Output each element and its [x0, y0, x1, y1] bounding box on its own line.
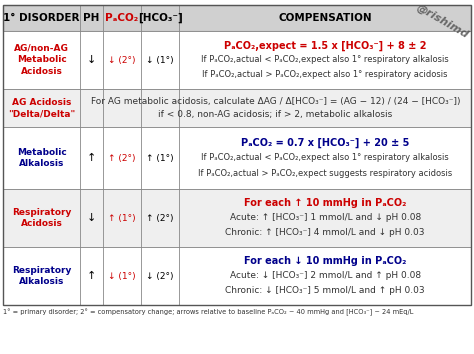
Bar [3, 5, 471, 305]
Text: For each ↓ 10 mmHg in PₐCO₂: For each ↓ 10 mmHg in PₐCO₂ [244, 257, 406, 267]
Text: ↓ (1°): ↓ (1°) [108, 272, 136, 280]
Text: If PₐCO₂,actual > PₐCO₂,expect also 1° respiratory acidosis: If PₐCO₂,actual > PₐCO₂,expect also 1° r… [202, 70, 448, 79]
Text: ↑: ↑ [87, 271, 96, 281]
Text: AG Acidosis
"Delta/Delta": AG Acidosis "Delta/Delta" [8, 98, 75, 118]
Text: ↑ (1°): ↑ (1°) [108, 213, 136, 223]
Text: Respiratory
Alkalosis: Respiratory Alkalosis [12, 266, 71, 286]
Text: Chronic: ↑ [HCO₃⁻] 4 mmol/L and ↓ pH 0.03: Chronic: ↑ [HCO₃⁻] 4 mmol/L and ↓ pH 0.0… [226, 228, 425, 237]
Bar [3, 127, 471, 189]
Text: Chronic: ↓ [HCO₃⁻] 5 mmol/L and ↑ pH 0.03: Chronic: ↓ [HCO₃⁻] 5 mmol/L and ↑ pH 0.0… [226, 286, 425, 295]
Text: ↓: ↓ [87, 55, 96, 65]
Text: ↑ (2°): ↑ (2°) [108, 154, 136, 162]
Text: if < 0.8, non-AG acidosis; if > 2, metabolic alkalosis: if < 0.8, non-AG acidosis; if > 2, metab… [158, 110, 393, 119]
Text: Acute: ↑ [HCO₃⁻] 1 mmol/L and ↓ pH 0.08: Acute: ↑ [HCO₃⁻] 1 mmol/L and ↓ pH 0.08 [229, 213, 421, 223]
Text: 1° DISORDER: 1° DISORDER [3, 13, 80, 23]
Bar [3, 31, 471, 89]
Text: PₐCO₂ = 0.7 x [HCO₃⁻] + 20 ± 5: PₐCO₂ = 0.7 x [HCO₃⁻] + 20 ± 5 [241, 137, 410, 148]
Bar [3, 5, 471, 31]
Text: ↑ (1°): ↑ (1°) [146, 154, 174, 162]
Text: Acute: ↓ [HCO₃⁻] 2 mmol/L and ↑ pH 0.08: Acute: ↓ [HCO₃⁻] 2 mmol/L and ↑ pH 0.08 [230, 272, 421, 280]
Text: AG/non-AG
Metabolic
Acidosis: AG/non-AG Metabolic Acidosis [14, 44, 69, 76]
Text: ↓ (2°): ↓ (2°) [146, 272, 174, 280]
Text: ↑: ↑ [87, 153, 96, 163]
Bar [3, 89, 471, 127]
Text: If PₐCO₂,actual < PₐCO₂,expect also 1° respiratory alkalosis: If PₐCO₂,actual < PₐCO₂,expect also 1° r… [201, 154, 449, 162]
Text: If PₐCO₂,actual > PₐCO₂,expect suggests respiratory acidosis: If PₐCO₂,actual > PₐCO₂,expect suggests … [198, 169, 452, 178]
Text: Metabolic
Alkalosis: Metabolic Alkalosis [17, 148, 66, 169]
Text: PₐCO₂: PₐCO₂ [105, 13, 138, 23]
Bar [3, 247, 471, 305]
Text: @rishimd: @rishimd [414, 2, 470, 40]
Text: ↓: ↓ [87, 213, 96, 223]
Bar [3, 189, 471, 247]
Text: For each ↑ 10 mmHg in PₐCO₂: For each ↑ 10 mmHg in PₐCO₂ [244, 199, 406, 209]
Text: COMPENSATION: COMPENSATION [278, 13, 372, 23]
Text: ↑ (2°): ↑ (2°) [146, 213, 174, 223]
Text: For AG metabolic acidosis, calculate ΔAG / Δ[HCO₃⁻] = (AG − 12) / (24 − [HCO₃⁻]): For AG metabolic acidosis, calculate ΔAG… [91, 97, 460, 106]
Text: PₐCO₂,expect = 1.5 x [HCO₃⁻] + 8 ± 2: PₐCO₂,expect = 1.5 x [HCO₃⁻] + 8 ± 2 [224, 40, 427, 51]
Text: ↓ (1°): ↓ (1°) [146, 56, 174, 64]
Text: ↓ (2°): ↓ (2°) [108, 56, 136, 64]
Text: 1° = primary disorder; 2° = compensatory change; arrows relative to baseline PₐC: 1° = primary disorder; 2° = compensatory… [3, 309, 413, 316]
Text: Respiratory
Acidosis: Respiratory Acidosis [12, 207, 71, 228]
Text: If PₐCO₂,actual < PₐCO₂,expect also 1° respiratory alkalosis: If PₐCO₂,actual < PₐCO₂,expect also 1° r… [201, 56, 449, 64]
Text: PH: PH [83, 13, 100, 23]
Text: [HCO₃⁻]: [HCO₃⁻] [138, 13, 182, 23]
